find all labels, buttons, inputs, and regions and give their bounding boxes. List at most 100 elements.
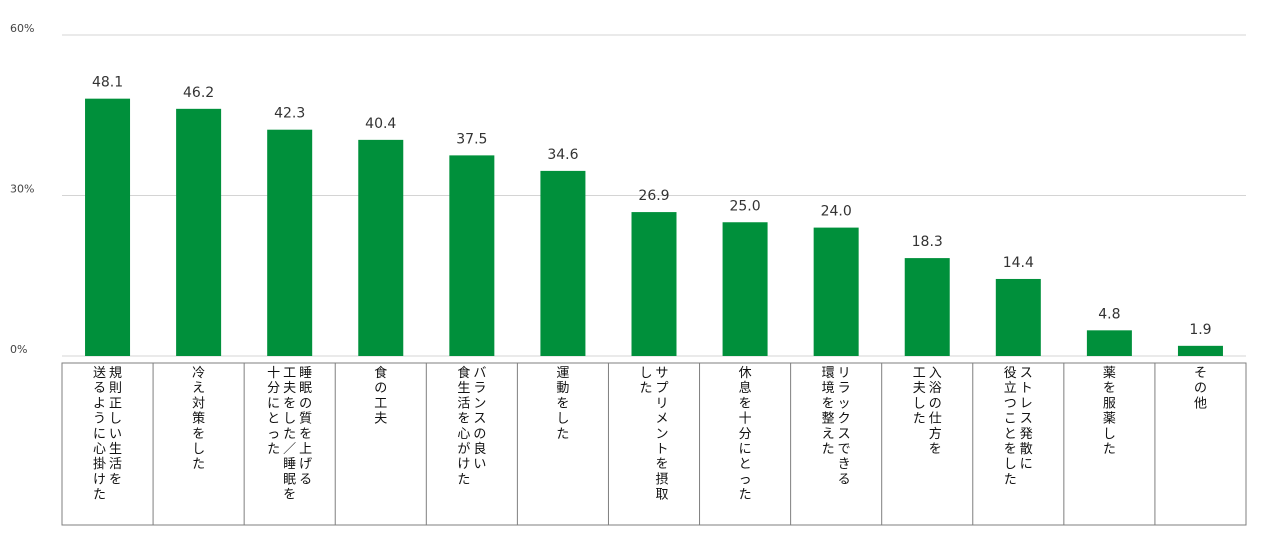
category-label-char: 運 [556, 366, 569, 381]
category-label-char: が [457, 442, 470, 457]
category-label-char: 工 [374, 396, 387, 411]
category-label-char: し [192, 442, 205, 457]
category-label-char: 散 [1020, 442, 1033, 457]
bar [1086, 330, 1132, 356]
bar [813, 227, 859, 356]
category-label-char: た [1103, 442, 1116, 457]
category-label-char: を [929, 442, 942, 457]
y-tick-label: 60% [10, 22, 34, 35]
category-label-char: し [1103, 427, 1116, 442]
category-label-char: 夫 [374, 412, 387, 427]
category-label-char: 冷 [192, 366, 205, 381]
category-label-char: た [822, 442, 835, 457]
category-label-char: た [267, 442, 280, 457]
category-label-char: を [457, 412, 470, 427]
category-label-char: 対 [192, 396, 205, 411]
category-label-char: 策 [192, 411, 205, 427]
category-label-char: 十 [739, 412, 752, 427]
category-label-char: し [283, 412, 296, 427]
category-label-char: よ [93, 396, 106, 411]
category-label-char: 薬 [1103, 412, 1116, 427]
category-label-char: 正 [109, 396, 122, 411]
category-label-char: 心 [93, 442, 106, 457]
data-label: 25.0 [729, 198, 760, 214]
category-label-char: ス [838, 427, 851, 442]
category-label-char: を [283, 488, 296, 503]
category-label-char: 浴 [929, 381, 942, 396]
bar [631, 212, 677, 356]
category-label-char: 質 [299, 412, 312, 427]
category-label-char: 入 [929, 366, 942, 381]
category-label-char: た [93, 488, 106, 503]
data-label: 14.4 [1003, 255, 1034, 271]
category-label-char: 規 [109, 366, 122, 381]
category-label-char: 生 [457, 381, 470, 396]
data-label: 40.4 [365, 116, 396, 132]
category-label-char: プ [655, 381, 668, 396]
category-label-char: と [739, 457, 752, 472]
category-label-char: 眠 [283, 472, 296, 487]
category-label-char: 動 [556, 381, 569, 396]
category-label-char: 休 [739, 366, 752, 381]
category-label-char: ン [473, 396, 486, 411]
category-label-char: ン [655, 427, 668, 442]
y-tick-label: 0% [10, 343, 27, 356]
category-label-char: し [109, 412, 122, 427]
category-label-char: を [1004, 442, 1017, 457]
category-label-char: 他 [1194, 396, 1207, 411]
category-label-char: 仕 [929, 412, 942, 427]
category-label-char: こ [1004, 412, 1017, 427]
category-label-char: 環 [822, 366, 835, 381]
category-label-char: そ [1194, 366, 1207, 381]
category-label-char: る [838, 472, 851, 487]
category-label-char: 摂 [655, 471, 668, 487]
category-label-char: 発 [1020, 427, 1033, 442]
data-label: 48.1 [92, 75, 123, 91]
category-label-char: た [556, 427, 569, 442]
category-label-char: 分 [267, 381, 280, 396]
category-label-char: の [929, 396, 942, 411]
category-label-char: ／ [283, 442, 296, 457]
category-label-char: 食 [374, 365, 387, 381]
category-label-char: 夫 [913, 381, 926, 396]
category-label-char: た [639, 381, 652, 396]
category-label-char: を [655, 457, 668, 472]
category-label-char: 境 [822, 381, 835, 396]
data-label: 42.3 [274, 106, 305, 122]
category-label-char: 服 [1103, 396, 1116, 411]
category-label-char: バ [473, 366, 486, 381]
category-label-char: た [1004, 472, 1017, 487]
category-label-char: リ [838, 366, 851, 381]
category-label-char: げ [299, 457, 312, 472]
category-label-char: け [93, 472, 106, 487]
category-label-char: を [822, 396, 835, 411]
category-label-char: 夫 [283, 381, 296, 396]
category-label-char: で [838, 442, 851, 457]
category-label-char: 良 [473, 441, 486, 457]
category-label-char: 薬 [1103, 366, 1116, 381]
category-label-char: 立 [1004, 381, 1017, 396]
bar [267, 129, 313, 356]
category-label-char: 十 [267, 366, 280, 381]
category-label-char: る [299, 472, 312, 487]
category-label-char: た [913, 412, 926, 427]
category-label-char: ト [655, 442, 668, 457]
category-label-char: た [739, 488, 752, 503]
bar [449, 155, 495, 356]
category-label-char: を [739, 396, 752, 411]
category-label-char: 分 [739, 427, 752, 442]
category-label-char: に [739, 442, 752, 457]
category-label-char: 役 [1004, 366, 1017, 381]
category-label-char: つ [1004, 396, 1017, 411]
category-label-char: に [1020, 457, 1033, 472]
category-label-char: 送 [93, 366, 106, 381]
category-label-char: 方 [929, 426, 942, 442]
category-label-char: え [192, 381, 205, 396]
category-label-char: し [556, 412, 569, 427]
category-label-char: 則 [109, 381, 122, 396]
category-label-char: っ [739, 472, 752, 487]
category-label-char: っ [267, 427, 280, 442]
category-label-char: に [267, 396, 280, 411]
bar [1177, 345, 1223, 356]
data-label: 26.9 [638, 188, 669, 204]
